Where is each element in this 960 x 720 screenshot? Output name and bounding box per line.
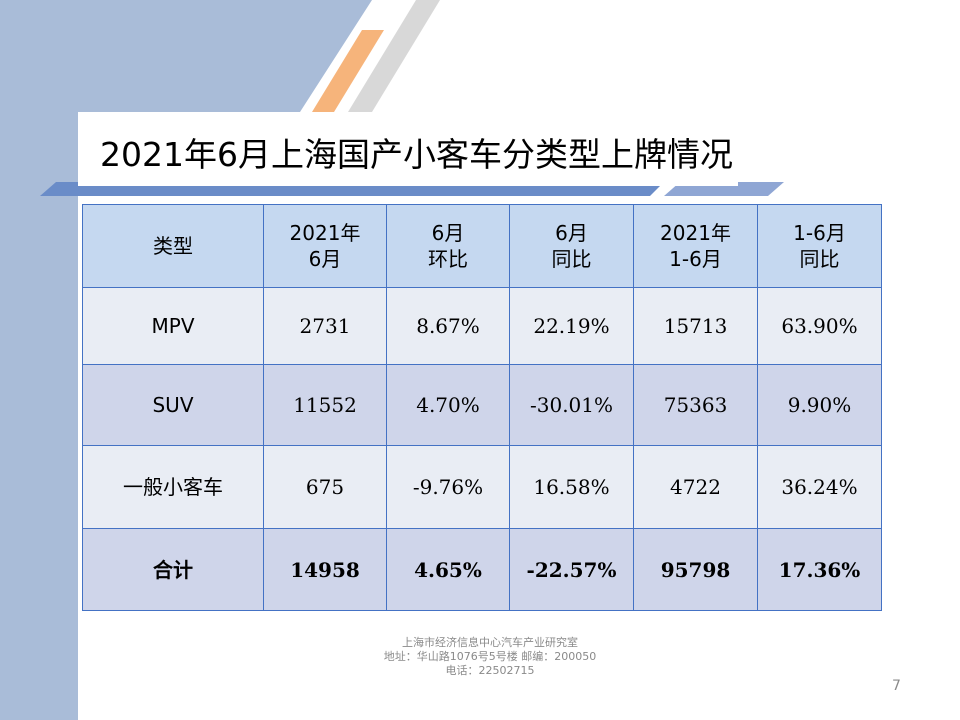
table-cell: 675 [263,445,387,529]
row-label: SUV [82,364,264,446]
header-cell: 2021年 6月 [263,204,387,288]
footer-address: 地址：华山路1076号5号楼 邮编：200050 [383,650,597,663]
table-total-row: 合计 14958 4.65% -22.57% 95798 17.36% [82,528,882,611]
table-cell: 11552 [263,364,387,446]
header-cell: 1-6月 同比 [757,204,882,288]
table-cell: 95798 [633,528,758,611]
table-cell: 4722 [633,445,758,529]
row-label: MPV [82,287,264,365]
table-cell: 8.67% [386,287,510,365]
grey-stripe [348,0,440,112]
table-cell: 9.90% [757,364,882,446]
sidebar-panel [0,0,372,720]
page-number: 7 [892,678,901,694]
orange-stripe [312,30,384,112]
table-row: 一般小客车 675 -9.76% 16.58% 4722 36.24% [82,445,882,529]
footer-contact: 上海市经济信息中心汽车产业研究室 地址：华山路1076号5号楼 邮编：20005… [330,636,650,678]
row-label: 一般小客车 [82,445,264,529]
slide-title: 2021年6月上海国产小客车分类型上牌情况 [100,135,733,174]
table-cell: 75363 [633,364,758,446]
table-header-row: 类型 2021年 6月 6月 环比 6月 同比 2021年 1-6月 1-6月 同比 [82,204,882,288]
header-cell: 类型 [82,204,264,288]
table-cell: -22.57% [509,528,634,611]
table-cell: 22.19% [509,287,634,365]
header-cell: 2021年 1-6月 [633,204,758,288]
table-cell: 14958 [263,528,387,611]
table-cell: 15713 [633,287,758,365]
table-cell: -30.01% [509,364,634,446]
row-label: 合计 [82,528,264,611]
header-cell: 6月 同比 [509,204,634,288]
registration-table: 类型 2021年 6月 6月 环比 6月 同比 2021年 1-6月 1-6月 同比 MP… [82,204,882,611]
table-cell: 17.36% [757,528,882,611]
header-cell: 6月 环比 [386,204,510,288]
footer-phone: 电话：22502715 [445,664,535,677]
table-cell: 4.70% [386,364,510,446]
table-cell: 4.65% [386,528,510,611]
table-row: SUV 11552 4.70% -30.01% 75363 9.90% [82,364,882,446]
table-cell: 2731 [263,287,387,365]
table-row: MPV 2731 8.67% 22.19% 15713 63.90% [82,287,882,365]
table-cell: 36.24% [757,445,882,529]
title-panel [78,112,738,186]
table-cell: 63.90% [757,287,882,365]
footer-org: 上海市经济信息中心汽车产业研究室 [402,636,578,649]
table-cell: -9.76% [386,445,510,529]
table-cell: 16.58% [509,445,634,529]
